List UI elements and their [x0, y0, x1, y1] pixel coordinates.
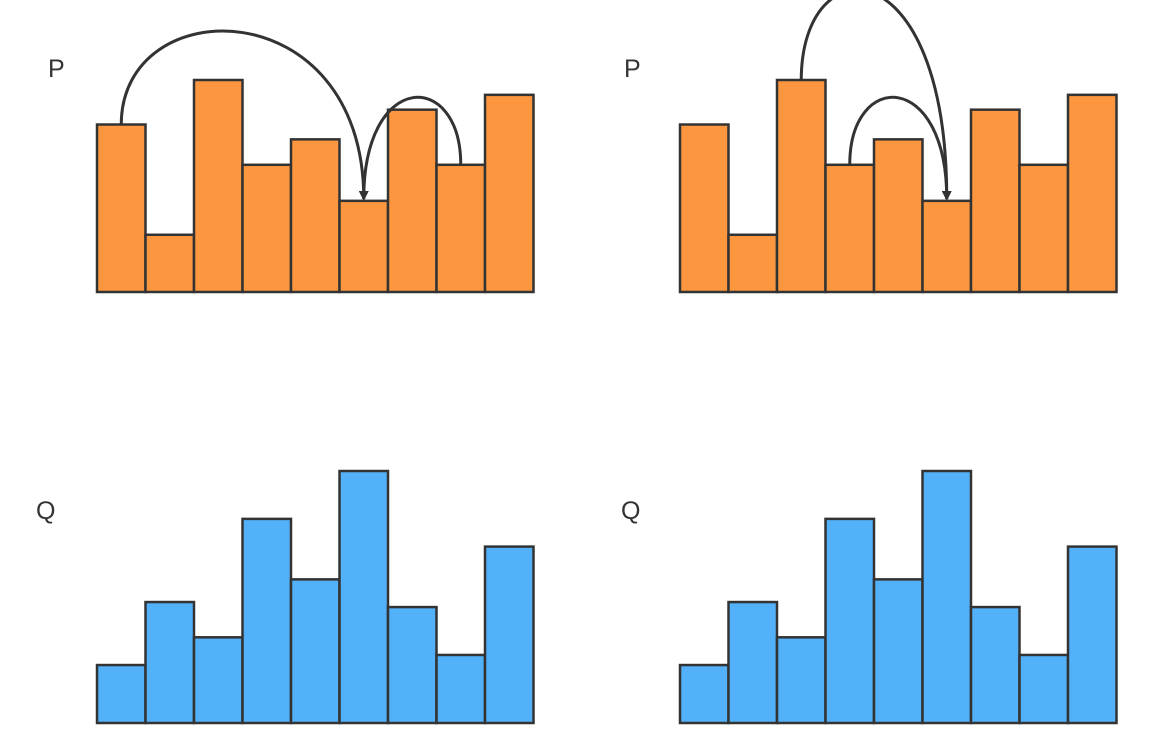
histogram-bar-q-3 — [824, 517, 876, 725]
histogram-bar-q-1 — [144, 600, 196, 725]
histogram-bar-q-7 — [1018, 653, 1070, 725]
bars-q-bottom-right — [678, 469, 1118, 725]
histogram-bar-p-8 — [1066, 93, 1118, 294]
histogram-bar-p-6 — [386, 108, 438, 294]
histogram-bar-p-8 — [483, 93, 535, 294]
arrows-top-right — [799, 0, 952, 201]
histogram-bar-p-7 — [1018, 163, 1070, 294]
transport-arrow-0 — [799, 0, 952, 201]
histogram-bar-q-3 — [241, 517, 293, 725]
histogram-bar-q-6 — [969, 605, 1021, 725]
histogram-bar-q-4 — [289, 578, 341, 725]
panel-bottom-left: Q — [36, 469, 535, 725]
arrows-top-left — [119, 29, 463, 201]
transport-arrow-0 — [119, 29, 369, 201]
panel-top-right: P — [624, 0, 1118, 294]
panel-label-q: Q — [621, 497, 640, 525]
histogram-bar-p-4 — [872, 138, 924, 294]
histogram-bar-p-5 — [338, 199, 390, 294]
histogram-bar-p-0 — [678, 123, 730, 294]
histogram-bar-q-8 — [483, 545, 535, 725]
panel-label-p: P — [624, 55, 641, 83]
histogram-bar-q-0 — [678, 663, 730, 725]
histogram-bar-q-7 — [435, 653, 487, 725]
panel-label-q: Q — [36, 497, 55, 525]
histogram-bar-q-2 — [775, 636, 827, 725]
transport-arrow-1 — [358, 95, 463, 201]
histogram-bar-p-5 — [921, 199, 973, 294]
bars-p-top-left — [95, 78, 535, 294]
histogram-bar-p-7 — [435, 163, 487, 294]
histogram-bar-q-6 — [386, 605, 438, 725]
histogram-bar-p-0 — [95, 123, 147, 294]
histogram-bar-p-1 — [144, 233, 196, 294]
histogram-bar-p-6 — [969, 108, 1021, 294]
histogram-bar-q-5 — [921, 469, 973, 725]
histogram-bar-q-8 — [1066, 545, 1118, 725]
histogram-bar-p-3 — [824, 163, 876, 294]
histogram-bar-q-2 — [192, 636, 244, 725]
transport-arrow-1 — [848, 95, 952, 201]
panel-bottom-right: Q — [621, 469, 1118, 725]
histogram-bar-q-0 — [95, 663, 147, 725]
histogram-bar-q-5 — [338, 469, 390, 725]
histogram-bar-p-4 — [289, 138, 341, 294]
histogram-bar-q-4 — [872, 578, 924, 725]
histogram-bar-p-1 — [727, 233, 779, 294]
histogram-bar-q-1 — [727, 600, 779, 725]
histogram-bar-p-2 — [775, 78, 827, 294]
histogram-bar-p-3 — [241, 163, 293, 294]
histogram-bar-p-2 — [192, 78, 244, 294]
panel-top-left: P — [48, 29, 535, 294]
bars-q-bottom-left — [95, 469, 535, 725]
panel-label-p: P — [48, 55, 65, 83]
bars-p-top-right — [678, 78, 1118, 294]
